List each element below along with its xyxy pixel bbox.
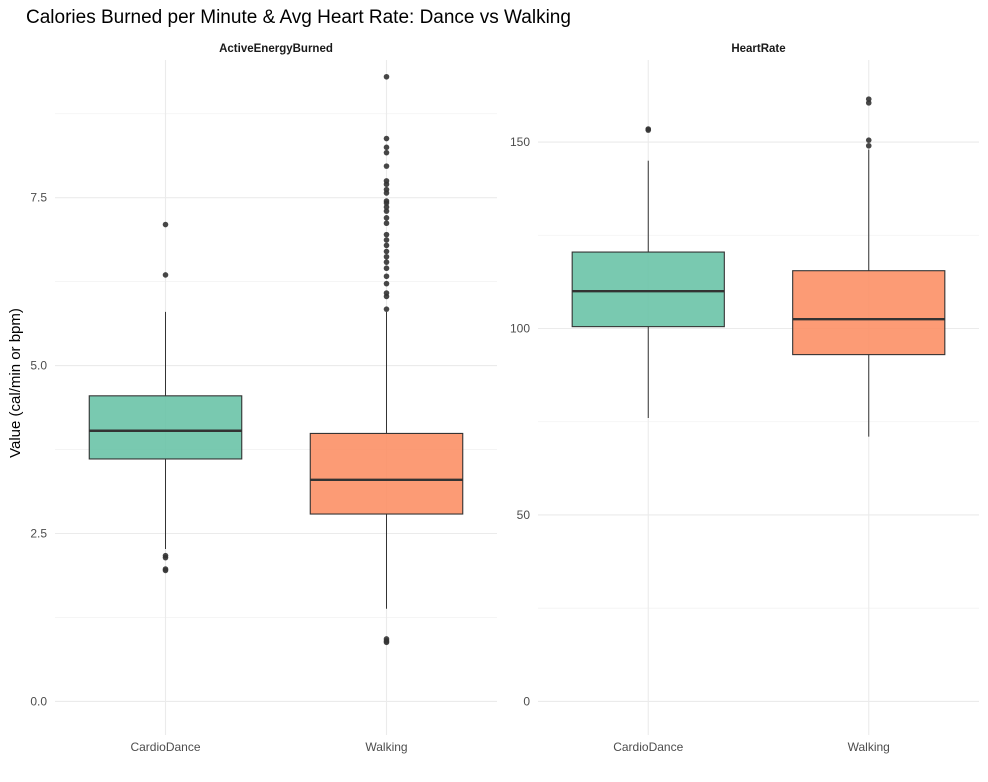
y-tick-label: 100 bbox=[510, 322, 530, 336]
outlier-point bbox=[383, 259, 390, 265]
iqr-box bbox=[309, 432, 464, 515]
outlier-point bbox=[383, 135, 390, 142]
outlier-point bbox=[383, 200, 390, 206]
y-tick-label: 0 bbox=[523, 694, 530, 708]
outlier-point bbox=[383, 144, 390, 151]
x-tick-label: CardioDance bbox=[613, 740, 683, 754]
outlier-point bbox=[383, 204, 390, 210]
outlier-point bbox=[865, 100, 872, 106]
y-tick-label: 2.5 bbox=[30, 527, 47, 541]
x-tick-label: CardioDance bbox=[130, 740, 200, 754]
chart-title: Calories Burned per Minute & Avg Heart R… bbox=[26, 7, 571, 28]
outlier-point bbox=[865, 142, 872, 149]
outlier-point bbox=[383, 265, 390, 272]
y-tick-label: 50 bbox=[517, 508, 531, 522]
facet-panel-heartrate: 0 50 100 150 CardioDance Walking HeartRate bbox=[510, 43, 979, 754]
outlier-point bbox=[383, 248, 390, 255]
facet-panel-activeenergyburned: 0.0 2.5 5.0 7.5 CardioDance Walking ActiveEner… bbox=[30, 43, 497, 754]
outlier-point bbox=[383, 293, 390, 300]
outlier-point bbox=[383, 208, 390, 214]
outlier-point bbox=[162, 554, 169, 561]
facet-panels: 0.0 2.5 5.0 7.5 CardioDance Walking ActiveEner… bbox=[30, 43, 979, 754]
iqr-box bbox=[88, 395, 243, 460]
outlier-point bbox=[162, 221, 169, 228]
box-walking bbox=[309, 73, 464, 646]
outlier-point bbox=[383, 253, 390, 260]
outlier-point bbox=[162, 272, 169, 278]
outlier-point bbox=[383, 149, 390, 156]
y-tick-label: 5.0 bbox=[30, 359, 47, 373]
outlier-point bbox=[383, 73, 390, 80]
outlier-point bbox=[383, 215, 390, 221]
x-tick-label: Walking bbox=[848, 740, 890, 754]
facet-strip-label: ActiveEnergyBurned bbox=[219, 43, 333, 55]
outlier-point bbox=[383, 190, 390, 196]
box-walking bbox=[792, 96, 946, 437]
outlier-point bbox=[383, 231, 390, 238]
outlier-point bbox=[865, 137, 872, 143]
outlier-point bbox=[645, 127, 652, 133]
outlier-point bbox=[383, 273, 390, 280]
box-cardiodance bbox=[88, 221, 243, 574]
outlier-point bbox=[383, 280, 390, 287]
y-tick-label: 7.5 bbox=[30, 191, 47, 205]
facet-strip-label: HeartRate bbox=[731, 43, 785, 55]
x-tick-label: Walking bbox=[365, 740, 407, 754]
outlier-point bbox=[383, 220, 390, 227]
outlier-point bbox=[383, 181, 390, 188]
y-axis-label: Value (cal/min or bpm) bbox=[7, 308, 24, 458]
iqr-box bbox=[792, 270, 946, 356]
outlier-point bbox=[383, 163, 390, 169]
outlier-point bbox=[162, 567, 169, 574]
y-tick-label: 150 bbox=[510, 135, 530, 149]
iqr-box bbox=[571, 251, 725, 328]
outlier-point bbox=[383, 237, 390, 243]
outlier-point bbox=[383, 639, 390, 646]
y-tick-label: 0.0 bbox=[30, 694, 47, 708]
outlier-point bbox=[383, 306, 390, 312]
box-cardiodance bbox=[571, 126, 725, 419]
outlier-point bbox=[383, 242, 390, 249]
